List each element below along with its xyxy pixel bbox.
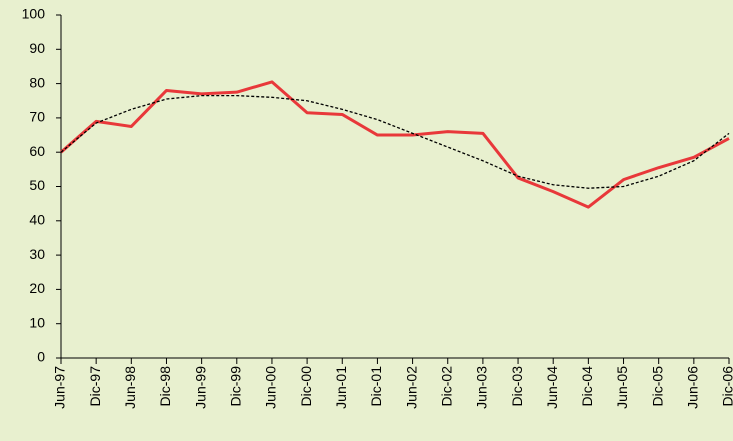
y-tick-label: 50	[29, 177, 45, 193]
y-tick-label: 10	[29, 314, 45, 330]
y-tick-label: 80	[29, 74, 45, 90]
x-tick-label: Jun-05	[614, 366, 630, 409]
x-tick-label: Jun-97	[52, 366, 68, 409]
y-tick-label: 100	[22, 6, 46, 22]
y-tick-label: 90	[29, 40, 45, 56]
x-tick-label: Jun-03	[474, 366, 490, 409]
x-tick-label: Jun-02	[403, 366, 419, 409]
x-tick-label: Jun-01	[333, 366, 349, 409]
x-tick-label: Dic-02	[438, 366, 454, 407]
x-tick-label: Dic-97	[87, 366, 103, 407]
y-tick-label: 30	[29, 246, 45, 262]
x-tick-label: Dic-98	[157, 366, 173, 407]
x-tick-label: Dic-99	[227, 366, 243, 407]
x-tick-label: Dic-01	[368, 366, 384, 407]
series-line	[60, 80, 730, 209]
series-line	[60, 94, 730, 189]
x-tick-label: Dic-04	[579, 366, 595, 407]
x-tick-label: Jun-99	[192, 366, 208, 409]
y-tick-label: 60	[29, 143, 45, 159]
x-tick-label: Jun-06	[685, 366, 701, 409]
x-tick-label: Dic-06	[720, 366, 733, 407]
x-tick-label: Jun-00	[263, 366, 279, 409]
x-tick-label: Jun-04	[544, 366, 560, 409]
y-tick-label: 0	[37, 349, 45, 365]
x-tick-label: Dic-05	[649, 366, 665, 407]
y-tick-label: 20	[29, 280, 45, 296]
y-tick-label: 40	[29, 212, 45, 228]
x-tick-label: Dic-00	[298, 366, 314, 407]
x-tick-label: Dic-03	[509, 366, 525, 407]
x-tick-label: Jun-98	[122, 366, 138, 409]
y-tick-label: 70	[29, 109, 45, 125]
